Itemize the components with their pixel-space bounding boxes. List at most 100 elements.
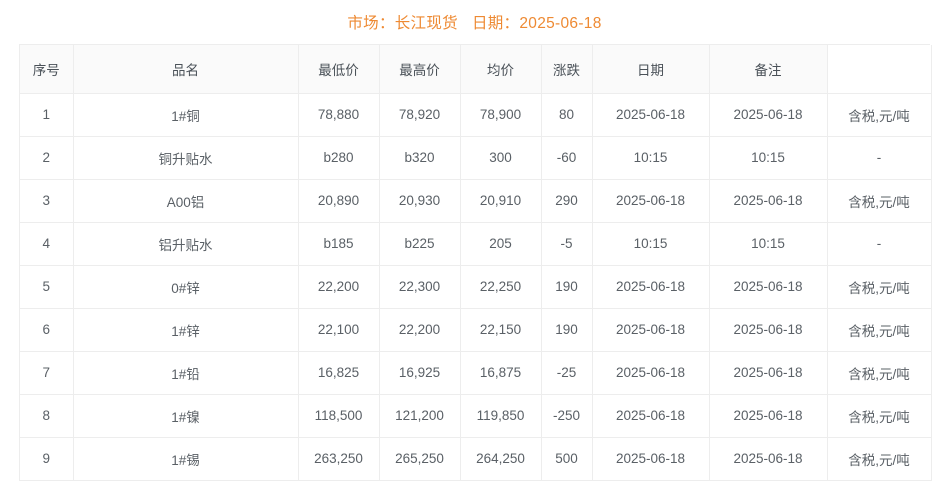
- cell-index: 1: [20, 93, 74, 137]
- cell-high: 20,930: [379, 179, 461, 223]
- cell-unit: 含税,元/吨: [827, 437, 932, 481]
- cell-unit: 含税,元/吨: [827, 179, 932, 223]
- cell-date: 10:15: [592, 222, 710, 266]
- page-title: 市场：长江现货 日期：2025-06-18: [0, 0, 949, 44]
- cell-avg: 300: [460, 136, 542, 180]
- column-header-name[interactable]: 品名: [73, 45, 299, 94]
- cell-name: 1#镍: [73, 394, 299, 438]
- cell-date: 2025-06-18: [592, 351, 710, 395]
- cell-low: b185: [298, 222, 380, 266]
- cell-change: 190: [541, 308, 593, 352]
- cell-remark: 10:15: [709, 136, 828, 180]
- cell-index: 4: [20, 222, 74, 266]
- cell-avg: 264,250: [460, 437, 542, 481]
- cell-remark: 2025-06-18: [709, 437, 828, 481]
- column-header-high[interactable]: 最高价: [379, 45, 461, 94]
- cell-change: 290: [541, 179, 593, 223]
- column-header-date[interactable]: 日期: [592, 45, 710, 94]
- cell-avg: 16,875: [460, 351, 542, 395]
- cell-name: 铝升贴水: [73, 222, 299, 266]
- cell-date: 2025-06-18: [592, 179, 710, 223]
- cell-remark: 2025-06-18: [709, 351, 828, 395]
- cell-unit: 含税,元/吨: [827, 394, 932, 438]
- cell-change: -60: [541, 136, 593, 180]
- date-label: 日期：2025-06-18: [471, 15, 602, 32]
- cell-low: b280: [298, 136, 380, 180]
- column-header-avg[interactable]: 均价: [460, 45, 542, 94]
- cell-index: 3: [20, 179, 74, 223]
- cell-low: 22,100: [298, 308, 380, 352]
- column-header-unit: [827, 45, 932, 94]
- cell-name: 1#铅: [73, 351, 299, 395]
- cell-high: 22,200: [379, 308, 461, 352]
- cell-low: 20,890: [298, 179, 380, 223]
- market-label: 市场：长江现货: [347, 15, 458, 32]
- table-row[interactable]: 2 铜升贴水 b280 b320 300 -60 10:15 10:15-: [20, 136, 932, 180]
- cell-index: 6: [20, 308, 74, 352]
- cell-index: 7: [20, 351, 74, 395]
- cell-name: 铜升贴水: [73, 136, 299, 180]
- cell-date: 2025-06-18: [592, 308, 710, 352]
- cell-remark: 2025-06-18: [709, 394, 828, 438]
- cell-index: 9: [20, 437, 74, 481]
- column-header-change[interactable]: 涨跌: [541, 45, 593, 94]
- cell-name: 0#锌: [73, 265, 299, 309]
- table-row[interactable]: 8 1#镍 118,500 121,200 119,850 -250 2025-06-18 2…: [20, 394, 932, 438]
- cell-avg: 20,910: [460, 179, 542, 223]
- cell-remark: 2025-06-18: [709, 93, 828, 137]
- cell-index: 2: [20, 136, 74, 180]
- cell-high: 78,920: [379, 93, 461, 137]
- cell-name: 1#锡: [73, 437, 299, 481]
- cell-change: 80: [541, 93, 593, 137]
- cell-high: 22,300: [379, 265, 461, 309]
- cell-low: 118,500: [298, 394, 380, 438]
- cell-high: b225: [379, 222, 461, 266]
- cell-change: -25: [541, 351, 593, 395]
- table-row[interactable]: 1 1#铜 78,880 78,920 78,900 80 2025-06-18 2025-0…: [20, 93, 932, 137]
- cell-avg: 78,900: [460, 93, 542, 137]
- cell-change: 500: [541, 437, 593, 481]
- table-header: 序号 品名 最低价 最高价 均价 涨跌 日期 备注: [20, 45, 932, 94]
- cell-change: -5: [541, 222, 593, 266]
- cell-low: 16,825: [298, 351, 380, 395]
- cell-index: 5: [20, 265, 74, 309]
- cell-avg: 22,150: [460, 308, 542, 352]
- cell-high: 16,925: [379, 351, 461, 395]
- cell-remark: 2025-06-18: [709, 308, 828, 352]
- table-header-row: 序号 品名 最低价 最高价 均价 涨跌 日期 备注: [20, 45, 932, 94]
- cell-avg: 205: [460, 222, 542, 266]
- cell-unit: -: [827, 222, 932, 266]
- cell-name: 1#铜: [73, 93, 299, 137]
- column-header-remark[interactable]: 备注: [709, 45, 828, 94]
- cell-date: 10:15: [592, 136, 710, 180]
- cell-unit: 含税,元/吨: [827, 308, 932, 352]
- cell-index: 8: [20, 394, 74, 438]
- table-row[interactable]: 5 0#锌 22,200 22,300 22,250 190 2025-06-18 2025-…: [20, 265, 932, 309]
- cell-date: 2025-06-18: [592, 394, 710, 438]
- cell-avg: 22,250: [460, 265, 542, 309]
- cell-name: 1#锌: [73, 308, 299, 352]
- price-table: 序号 品名 最低价 最高价 均价 涨跌 日期 备注 1 1#铜 78,880 78,9…: [20, 45, 932, 481]
- cell-change: -250: [541, 394, 593, 438]
- table-row[interactable]: 7 1#铅 16,825 16,925 16,875 -25 2025-06-18 2025-…: [20, 351, 932, 395]
- cell-date: 2025-06-18: [592, 265, 710, 309]
- table-row[interactable]: 4 铝升贴水 b185 b225 205 -5 10:15 10:15-: [20, 222, 932, 266]
- column-header-index[interactable]: 序号: [20, 45, 74, 94]
- cell-name: A00铝: [73, 179, 299, 223]
- cell-remark: 10:15: [709, 222, 828, 266]
- cell-change: 190: [541, 265, 593, 309]
- table-row[interactable]: 3 A00铝 20,890 20,930 20,910 290 2025-06-18 2025…: [20, 179, 932, 223]
- cell-date: 2025-06-18: [592, 437, 710, 481]
- column-header-low[interactable]: 最低价: [298, 45, 380, 94]
- cell-low: 22,200: [298, 265, 380, 309]
- cell-low: 78,880: [298, 93, 380, 137]
- price-table-container: 序号 品名 最低价 最高价 均价 涨跌 日期 备注 1 1#铜 78,880 78,9…: [19, 44, 932, 481]
- cell-remark: 2025-06-18: [709, 179, 828, 223]
- cell-unit: -: [827, 136, 932, 180]
- cell-unit: 含税,元/吨: [827, 265, 932, 309]
- cell-low: 263,250: [298, 437, 380, 481]
- cell-date: 2025-06-18: [592, 93, 710, 137]
- table-row[interactable]: 9 1#锡 263,250 265,250 264,250 500 2025-06-18 20…: [20, 437, 932, 481]
- table-row[interactable]: 6 1#锌 22,100 22,200 22,150 190 2025-06-18 2025-…: [20, 308, 932, 352]
